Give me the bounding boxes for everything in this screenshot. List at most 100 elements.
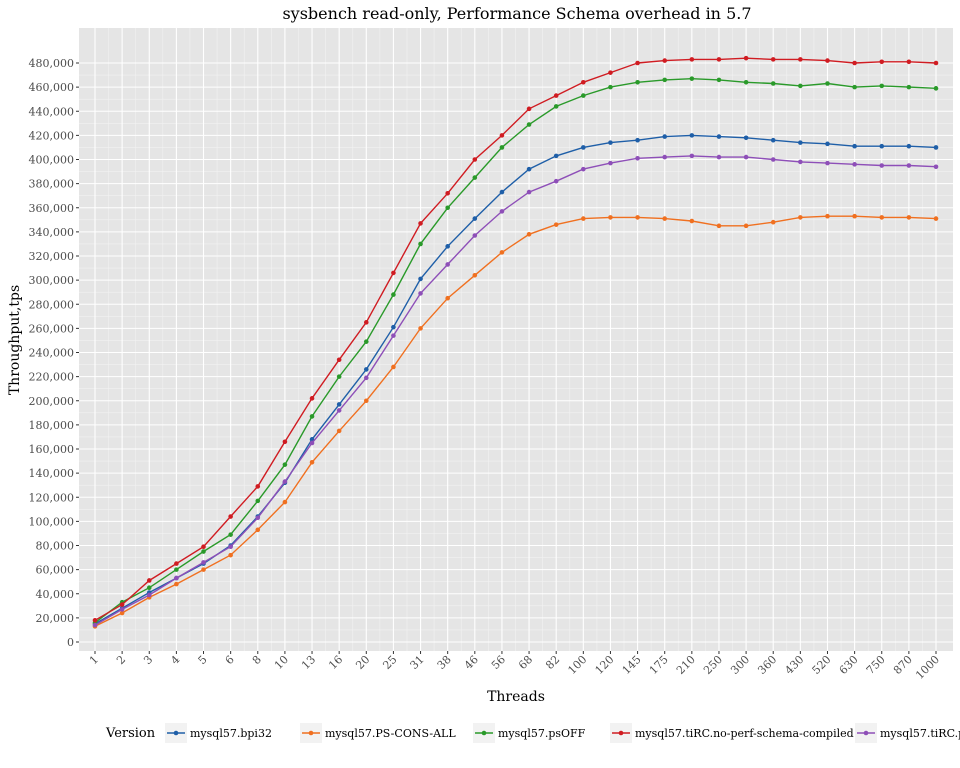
y-tick-label: 440,000	[29, 105, 75, 118]
x-tick-label: 2	[114, 653, 128, 667]
data-point	[879, 59, 885, 65]
data-point	[228, 514, 233, 519]
data-point	[92, 622, 98, 628]
data-point	[798, 215, 803, 220]
data-point	[201, 549, 206, 554]
data-point	[716, 77, 722, 83]
data-point	[499, 133, 505, 138]
x-tick-label: 750	[864, 653, 888, 677]
x-tick-label: 1	[87, 653, 101, 667]
legend-item: mysql57.tiRC.no-perf-schema-compiled	[610, 723, 854, 743]
data-point	[689, 57, 695, 62]
data-point	[445, 205, 450, 211]
y-tick-label: 160,000	[29, 443, 75, 456]
legend-key-point	[618, 730, 624, 736]
series-5	[92, 153, 939, 628]
data-point	[391, 270, 396, 276]
legend-key-point	[863, 730, 869, 736]
data-point	[282, 479, 288, 484]
x-axis-title: Threads	[487, 689, 545, 705]
y-tick-label: 260,000	[29, 322, 75, 335]
data-point	[581, 145, 586, 150]
legend-title: Version	[105, 726, 156, 741]
data-point	[228, 544, 233, 550]
data-point	[852, 143, 857, 149]
x-tick-label: 46	[462, 653, 481, 672]
data-point	[363, 320, 369, 325]
data-point	[608, 140, 613, 145]
data-point	[526, 122, 532, 127]
data-point	[174, 575, 179, 581]
data-point	[852, 84, 857, 90]
x-tick-label: 8	[250, 653, 264, 667]
data-point	[174, 567, 179, 572]
data-point	[445, 295, 450, 301]
data-point	[906, 215, 912, 220]
y-tick-label: 180,000	[29, 419, 75, 432]
data-point	[418, 241, 423, 247]
data-point	[798, 83, 803, 89]
series-line	[94, 77, 937, 624]
legend-item: mysql57.psOFF	[473, 723, 586, 743]
data-point	[336, 374, 342, 379]
data-point	[879, 143, 885, 149]
chart-title: sysbench read-only, Performance Schema o…	[282, 4, 751, 23]
data-point	[933, 145, 939, 150]
data-point	[336, 408, 342, 413]
y-tick-label: 0	[67, 636, 74, 649]
x-tick-label: 68	[516, 653, 535, 672]
data-point	[635, 80, 640, 85]
data-point	[526, 231, 532, 237]
y-tick-label: 40,000	[36, 588, 75, 601]
data-point	[472, 175, 478, 180]
data-point	[472, 216, 478, 221]
data-point	[825, 213, 830, 219]
data-point	[499, 145, 505, 150]
data-point	[770, 57, 776, 62]
data-point	[825, 81, 830, 86]
legend-label: mysql57.tiRC.psALL_ON	[880, 727, 960, 740]
data-point	[825, 58, 830, 63]
data-point	[852, 162, 857, 167]
y-tick-label: 140,000	[29, 467, 75, 480]
data-point	[716, 154, 722, 160]
legend-item: mysql57.bpi32	[165, 723, 272, 743]
data-point	[119, 610, 125, 616]
data-point	[743, 135, 749, 141]
data-point	[201, 560, 206, 565]
data-point	[608, 84, 613, 90]
legend-label: mysql57.bpi32	[190, 727, 272, 740]
y-tick-label: 20,000	[36, 612, 75, 625]
x-tick-label: 82	[543, 653, 562, 672]
series-line	[94, 215, 937, 627]
data-point	[282, 439, 288, 445]
data-point	[906, 163, 912, 168]
data-point	[716, 223, 722, 229]
series-line	[94, 155, 937, 626]
data-point	[581, 216, 586, 221]
x-tick-label: 145	[620, 653, 644, 677]
series-line	[94, 57, 937, 621]
data-point	[852, 60, 857, 66]
x-tick-label: 120	[593, 653, 617, 677]
data-point	[553, 104, 559, 109]
data-point	[581, 166, 586, 172]
data-point	[472, 233, 478, 238]
data-point	[770, 137, 776, 143]
data-point	[363, 398, 369, 404]
data-point	[553, 222, 559, 227]
data-point	[526, 106, 532, 112]
x-tick-label: 430	[782, 653, 806, 677]
data-point	[553, 153, 559, 159]
data-point	[309, 396, 315, 401]
data-point	[472, 157, 478, 162]
y-tick-label: 400,000	[29, 154, 75, 167]
data-point	[743, 55, 749, 61]
data-point	[798, 159, 803, 165]
y-tick-label: 320,000	[29, 250, 75, 263]
data-point	[228, 552, 233, 558]
data-point	[662, 216, 668, 221]
x-tick-label: 3	[141, 653, 155, 667]
data-point	[662, 134, 668, 139]
data-point	[499, 250, 505, 255]
